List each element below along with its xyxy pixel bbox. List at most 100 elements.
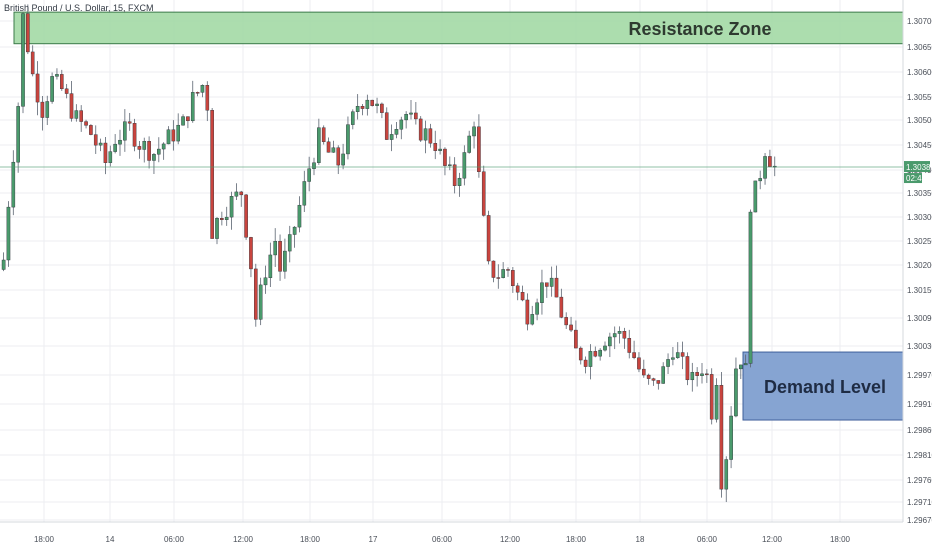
candle[interactable] — [307, 156, 311, 192]
candle[interactable] — [501, 262, 505, 279]
candle[interactable] — [554, 265, 559, 298]
candle[interactable] — [627, 329, 632, 359]
candle[interactable] — [423, 120, 428, 154]
candle[interactable] — [598, 348, 602, 361]
candle[interactable] — [603, 341, 607, 352]
candle[interactable] — [98, 138, 103, 152]
candle[interactable] — [147, 136, 151, 169]
candle[interactable] — [380, 102, 384, 119]
candle[interactable] — [700, 363, 704, 384]
candle[interactable] — [156, 137, 161, 163]
candle[interactable] — [234, 183, 239, 200]
candle[interactable] — [152, 153, 156, 174]
candle[interactable] — [200, 84, 205, 98]
candle[interactable] — [26, 4, 30, 55]
candle[interactable] — [448, 156, 452, 171]
candle[interactable] — [462, 145, 467, 186]
candle[interactable] — [583, 356, 588, 374]
candle[interactable] — [457, 172, 462, 197]
candle[interactable] — [758, 170, 762, 190]
candle[interactable] — [326, 137, 331, 153]
candle[interactable] — [142, 137, 147, 163]
candle[interactable] — [535, 298, 539, 321]
candle[interactable] — [302, 170, 307, 213]
candle[interactable] — [224, 206, 229, 226]
candle[interactable] — [16, 102, 20, 173]
candle[interactable] — [511, 267, 515, 293]
candle[interactable] — [166, 126, 171, 145]
candle[interactable] — [384, 107, 389, 141]
candle[interactable] — [331, 140, 336, 153]
candle[interactable] — [1, 252, 6, 272]
candle[interactable] — [739, 364, 743, 380]
candle[interactable] — [612, 326, 617, 350]
candle[interactable] — [472, 121, 476, 149]
candle[interactable] — [467, 130, 472, 154]
candle[interactable] — [60, 69, 64, 91]
candle[interactable] — [103, 137, 108, 175]
candle[interactable] — [6, 201, 11, 267]
candle[interactable] — [486, 210, 491, 265]
candle[interactable] — [336, 145, 341, 175]
candle[interactable] — [263, 265, 268, 294]
candle[interactable] — [370, 99, 375, 107]
candle[interactable] — [438, 139, 442, 155]
candle[interactable] — [205, 81, 210, 122]
candle[interactable] — [108, 145, 113, 167]
candle[interactable] — [292, 226, 297, 248]
candle[interactable] — [637, 352, 641, 373]
candle[interactable] — [443, 147, 447, 176]
candle[interactable] — [239, 190, 244, 207]
candle[interactable] — [89, 124, 93, 136]
candle[interactable] — [35, 61, 40, 116]
candle[interactable] — [559, 288, 564, 319]
candle[interactable] — [642, 359, 646, 378]
candle[interactable] — [588, 344, 593, 380]
candle[interactable] — [137, 141, 142, 159]
candle[interactable] — [661, 362, 665, 384]
candle[interactable] — [84, 119, 88, 129]
candle[interactable] — [278, 234, 282, 281]
candle[interactable] — [55, 68, 59, 80]
candle[interactable] — [79, 105, 83, 132]
candle[interactable] — [433, 130, 438, 160]
candle[interactable] — [695, 367, 699, 387]
candle[interactable] — [258, 277, 263, 326]
candle[interactable] — [69, 80, 74, 122]
candle[interactable] — [578, 346, 583, 365]
candle[interactable] — [496, 264, 501, 289]
demand-zone[interactable] — [742, 351, 904, 421]
candle[interactable] — [244, 193, 248, 240]
candle[interactable] — [714, 378, 719, 423]
candle[interactable] — [127, 112, 132, 131]
candle[interactable] — [64, 84, 69, 99]
candle[interactable] — [195, 91, 200, 97]
candle[interactable] — [45, 95, 50, 126]
candle[interactable] — [428, 123, 433, 148]
candle[interactable] — [190, 80, 195, 123]
candle[interactable] — [268, 242, 273, 288]
candle[interactable] — [608, 332, 612, 358]
candle[interactable] — [685, 352, 690, 386]
candle[interactable] — [525, 293, 530, 331]
candle[interactable] — [656, 380, 661, 390]
candle[interactable] — [321, 125, 326, 145]
candle[interactable] — [118, 129, 122, 156]
candle[interactable] — [394, 121, 399, 139]
candle[interactable] — [404, 111, 408, 129]
candle[interactable] — [346, 116, 350, 160]
candle[interactable] — [399, 116, 404, 140]
candle[interactable] — [617, 326, 622, 344]
candle[interactable] — [355, 94, 360, 120]
candle[interactable] — [360, 103, 365, 116]
candle[interactable] — [21, 12, 25, 114]
candle[interactable] — [229, 191, 234, 230]
candle[interactable] — [161, 142, 166, 160]
candle[interactable] — [181, 114, 185, 126]
candle[interactable] — [220, 211, 224, 226]
candle[interactable] — [283, 238, 287, 279]
candle[interactable] — [520, 285, 525, 302]
candle[interactable] — [671, 347, 675, 366]
candle[interactable] — [186, 116, 190, 129]
